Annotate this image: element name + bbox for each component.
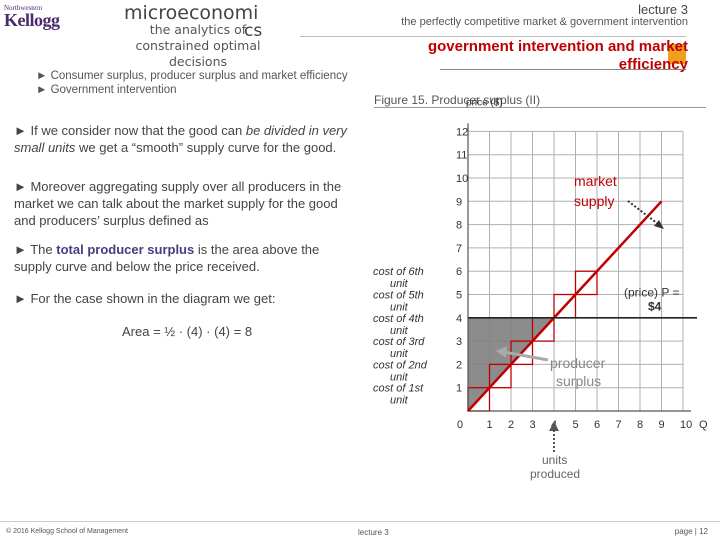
course-title-overlap: cs [244,21,263,41]
course-sub-line: constrained optimal [135,38,261,53]
units-produced-label: units [542,453,567,467]
chart-axes [467,123,691,412]
units-produced-label: produced [530,467,580,481]
unit-cost-label: cost of 5th [373,290,424,302]
y-tick-label: 12 [456,126,468,138]
unit-cost-label-unit: unit [390,395,409,407]
y-tick-label: 6 [456,266,462,278]
section-title: government intervention and market effic… [368,38,688,74]
unit-cost-label: cost of 1st [373,383,424,395]
unit-cost-step [574,270,598,296]
y-tick-label: 8 [456,220,462,232]
paragraph-case: ► For the case shown in the diagram we g… [14,291,276,306]
y-tick-label: 4 [456,313,462,325]
x-tick-label: 8 [637,419,643,431]
paragraph-market-supply: ► Moreover aggregating supply over all p… [14,179,342,228]
y-tick-label: 10 [456,173,468,185]
unit-cost-label-unit: unit [390,302,409,314]
market-supply-arrow [627,200,663,228]
supply-line [467,200,663,412]
lecture-label: lecture 3 [638,2,688,17]
units-produced-arrowhead [549,422,559,431]
producer-surplus-label: producer [550,355,606,371]
header-divider [300,36,686,37]
y-tick-label: 11 [456,150,467,162]
orange-marker [668,44,686,64]
unit-cost-label: cost of 2nd [373,359,428,371]
unit-cost-label: cost of 6th [373,266,424,278]
footer-page: page | 12 [674,527,708,536]
producer-surplus-label: surplus [556,373,601,389]
y-axis-title: price ($) [466,97,503,108]
y-tick-label: 2 [456,359,462,371]
x-tick-label: 2 [508,419,514,431]
y-tick-label: 5 [456,290,462,302]
course-title: microeconomi [124,2,259,24]
x-tick-label: 6 [594,419,600,431]
paragraph-total-surplus: ► The total producer surplus is the area… [14,242,320,274]
y-tick-label: 1 [456,383,462,395]
x-tick-label: 0 [457,419,463,431]
y-tick-label: 9 [456,196,462,208]
figure-divider [374,107,706,108]
price-label: (price) P = [624,286,679,300]
footer-copyright: © 2016 Kellogg School of Management [6,528,128,535]
section-title-line: efficiency [618,56,688,73]
supply-curve [467,200,663,412]
x-tick-label: 5 [573,419,579,431]
area-formula: Area = ½ · (4) · (4) = 8 [122,324,253,339]
producer-surplus-arrowhead [496,346,507,358]
x-tick-label: 7 [616,419,622,431]
x-tick-label: 3 [530,419,536,431]
paragraph-smooth-supply: ► If we consider now that the good can b… [14,123,348,155]
y-tick-label: 3 [456,336,462,348]
course-sub-line: the analytics of [149,22,247,37]
nav-item[interactable]: ► Consumer surplus, producer surplus and… [36,70,348,82]
market-supply-label: market [574,173,617,189]
unit-cost-label-unit: unit [390,278,409,290]
section-subtitle: the perfectly competitive market & gover… [401,16,688,28]
figure-caption: Figure 15. Producer surplus (II) [374,93,541,107]
logo-main-text: Kellogg [4,10,60,30]
x-tick-label: 1 [487,419,493,431]
kellogg-logo: Northwestern Kellogg [4,4,84,34]
producer-surplus-arrow [503,350,549,362]
market-supply-arrowhead [654,220,664,229]
unit-cost-label: cost of 3rd [373,336,425,348]
unit-cost-label-unit: unit [390,371,409,383]
unit-cost-label: cost of 4th [373,313,424,325]
unit-cost-label-unit: unit [390,325,409,337]
x-tick-label: Q [699,419,708,431]
unit-cost-label-unit: unit [390,348,409,360]
y-tick-label: 7 [456,243,462,255]
price-line: (price) P =$4 [468,286,697,319]
footer-divider [0,521,720,522]
footer-lecture: lecture 3 [358,528,389,537]
logo-top-text: Northwestern [4,4,43,12]
course-sub-line: decisions [168,54,228,69]
price-label-value: $4 [648,300,662,314]
nav-item[interactable]: ► Government intervention [36,84,177,96]
x-tick-label: 9 [659,419,665,431]
course-subtitle: the analytics of constrained optimal dec… [118,22,278,70]
topic-nav: ► Consumer surplus, producer surplus and… [36,69,348,97]
section-title-line: government intervention and market [427,38,688,55]
unit-cost-step [488,363,512,389]
market-supply-label: supply [574,193,614,209]
x-tick-label: 10 [680,419,692,431]
section-divider [440,69,686,70]
